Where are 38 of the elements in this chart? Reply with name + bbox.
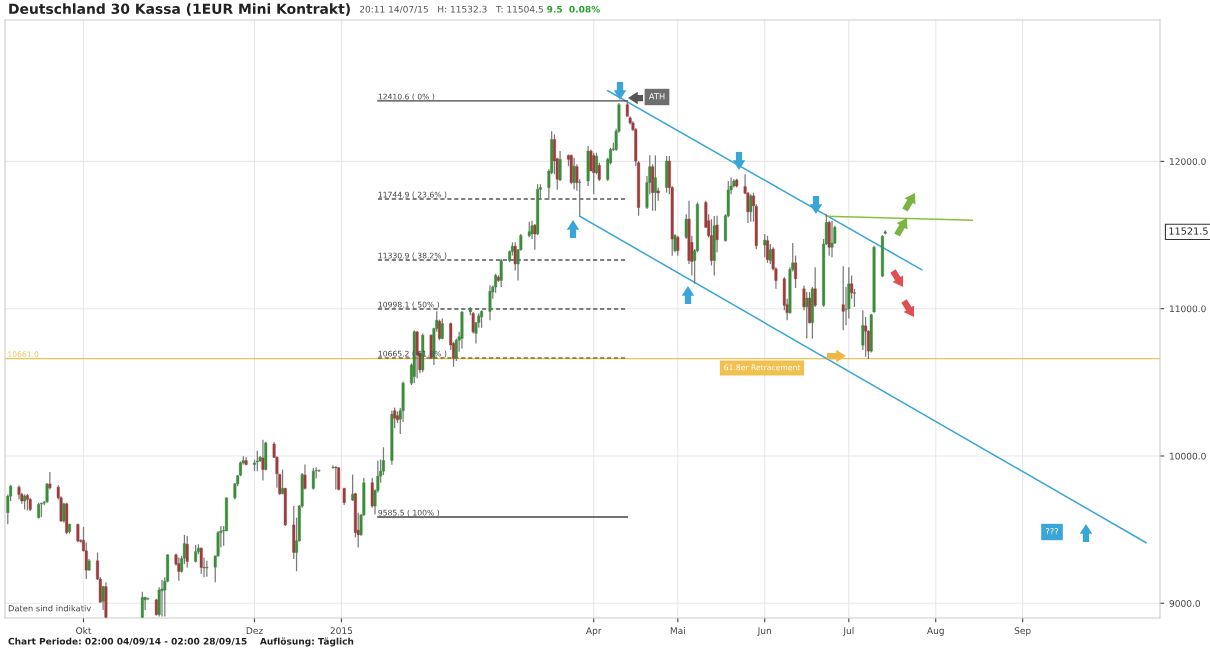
- annotation: ATH: [648, 93, 665, 100]
- x-tick-label: Sep: [1014, 627, 1031, 636]
- x-tick-label: Apr: [585, 627, 602, 636]
- x-tick-label: Mai: [670, 627, 685, 635]
- x-tick-label: Dez: [246, 627, 263, 635]
- x-tick-label: Okt: [76, 627, 92, 635]
- y-tick-label: 11000.0: [1170, 305, 1206, 313]
- candlestick: [813, 266, 817, 308]
- annotation: ???: [1045, 528, 1059, 535]
- y-tick-label: 9000.0: [1169, 600, 1201, 607]
- candlestick: [841, 265, 845, 331]
- text: 11521.5: [1169, 227, 1208, 235]
- x-tick-label: Aug: [926, 627, 944, 636]
- candlestick: [48, 471, 52, 491]
- text: 9.5 0.08%: [547, 5, 600, 13]
- annotation: Daten sind indikativ: [8, 604, 91, 612]
- chart-subtitle: 20:11 14/07/15 H: 11532.3 T: 11504.5: [359, 5, 543, 14]
- candlestick: [533, 223, 537, 251]
- candlestick: [676, 235, 680, 257]
- chart-title: Deutschland 30 Kassa (1EUR Mini Kontrakt): [9, 3, 350, 16]
- y-tick-label: 12000.0: [1170, 158, 1206, 165]
- candlestick: [199, 546, 203, 575]
- candlestick: [101, 585, 105, 611]
- x-tick-label: Jul: [842, 627, 854, 636]
- candlestick: [160, 579, 164, 618]
- x-tick-label: 2015: [330, 627, 353, 635]
- candlestick: [471, 311, 475, 335]
- candlestick: [415, 330, 419, 379]
- candlestick: [68, 523, 71, 535]
- candlestick: [572, 157, 576, 190]
- candlestick: [351, 473, 355, 502]
- text: Auflösung: Täglich: [259, 637, 354, 647]
- y-tick-label: 10000.0: [1170, 452, 1206, 460]
- x-tick-label: Jun: [757, 627, 772, 636]
- text: Chart Periode: 02:00 04/09/14 - 02:00 28/09/15: [8, 637, 247, 646]
- candlestick: [827, 220, 831, 257]
- candlestick: [185, 535, 189, 569]
- candlestick: [880, 234, 884, 278]
